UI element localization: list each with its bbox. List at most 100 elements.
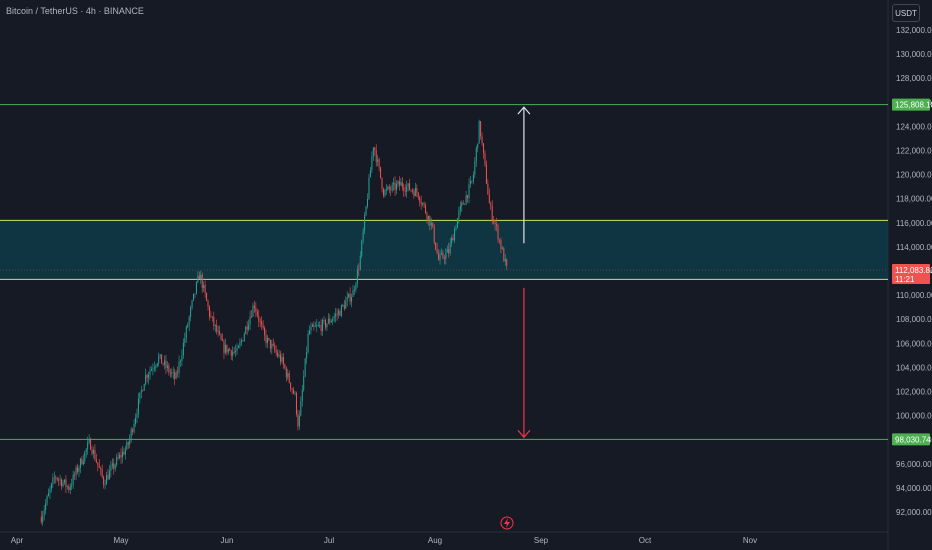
candle-body: [42, 515, 44, 523]
candle-body: [439, 254, 441, 260]
candle-body: [319, 325, 321, 326]
candle-body: [356, 269, 358, 284]
countdown-label: 11:21: [895, 275, 915, 284]
candle-body: [220, 334, 222, 340]
candle-body: [326, 323, 328, 328]
candle-body: [316, 325, 318, 327]
candle-body: [485, 164, 487, 184]
candle-body: [380, 166, 382, 178]
candle-body: [419, 197, 421, 202]
candle-body: [280, 354, 282, 362]
candle-body: [178, 361, 180, 373]
candle-body: [378, 159, 380, 167]
candle-body: [171, 372, 173, 374]
candle-body: [182, 342, 184, 356]
candle-body: [198, 275, 200, 279]
candle-body: [85, 448, 87, 452]
candle-body: [249, 316, 251, 325]
candle-body: [120, 454, 122, 458]
candle-body: [285, 368, 287, 378]
price-axis-label: 100,000.00: [896, 412, 932, 421]
candle-body: [184, 338, 186, 343]
candle-body: [269, 339, 271, 349]
candle-body: [265, 335, 267, 344]
candle-body: [496, 224, 498, 226]
candle-body: [161, 354, 163, 364]
range-zone: [0, 220, 888, 280]
candle-body: [169, 372, 171, 374]
candle-body: [168, 365, 170, 373]
candle-body: [217, 331, 219, 333]
candle-body: [237, 345, 239, 348]
candle-body: [50, 483, 52, 490]
candle-body: [103, 476, 105, 485]
arrow-up-head: [517, 106, 531, 115]
candle-body: [456, 218, 458, 229]
candle-body: [468, 184, 470, 198]
candle-body: [207, 300, 209, 307]
price-axis-label: 116,000.00: [896, 219, 932, 228]
candle-body: [106, 475, 108, 485]
candle-body: [451, 237, 453, 244]
candle-body: [403, 187, 405, 191]
candle-body: [314, 326, 316, 328]
candle-body: [490, 203, 492, 207]
candle-body: [384, 190, 386, 196]
candle-body: [339, 311, 341, 316]
candle-body: [294, 392, 296, 394]
candle-body: [146, 374, 148, 378]
price-axis-label: 102,000.00: [896, 388, 932, 397]
candle-body: [353, 289, 355, 291]
candle-body: [208, 306, 210, 317]
candle-body: [172, 372, 174, 373]
candle-body: [500, 240, 502, 250]
candle-body: [100, 467, 102, 470]
price-axis-label: 92,000.00: [896, 508, 932, 517]
candle-body: [264, 327, 266, 336]
candle-body: [274, 345, 276, 351]
candle-body: [420, 201, 422, 204]
candle-body: [300, 400, 302, 416]
time-axis-label: Nov: [743, 536, 757, 545]
candle-body: [313, 324, 315, 327]
candle-body: [66, 486, 68, 488]
candle-body: [480, 121, 482, 137]
candle-body: [246, 326, 248, 330]
candle-body: [137, 398, 139, 414]
candle-body: [288, 373, 290, 383]
candle-body: [271, 343, 273, 349]
candle-body: [239, 342, 241, 346]
candle-body: [355, 283, 357, 290]
candle-body: [84, 451, 86, 461]
candle-body: [90, 439, 92, 450]
candle-body: [369, 170, 371, 178]
currency-button[interactable]: USDT: [892, 4, 920, 22]
candle-body: [155, 365, 157, 368]
candle-body: [306, 352, 308, 359]
candle-body: [501, 248, 503, 250]
candles: [40, 119, 508, 526]
candle-body: [425, 205, 427, 213]
candle-body: [449, 243, 451, 254]
candle-body: [153, 367, 155, 369]
candle-body: [165, 360, 167, 368]
candle-body: [307, 333, 309, 353]
candle-body: [53, 477, 55, 479]
candle-body: [464, 204, 466, 205]
candle-body: [364, 215, 366, 231]
candle-body: [94, 450, 96, 460]
candle-body: [240, 340, 242, 343]
candle-body: [222, 339, 224, 341]
candle-body: [455, 228, 457, 230]
candle-body: [149, 370, 151, 375]
candle-body: [427, 215, 429, 220]
candle-body: [162, 363, 164, 365]
candle-body: [92, 450, 94, 454]
candle-body: [411, 190, 413, 192]
candle-body: [229, 349, 231, 351]
candle-body: [365, 206, 367, 216]
candle-body: [245, 326, 247, 334]
lightning-icon[interactable]: [500, 516, 514, 530]
candle-body: [284, 364, 286, 369]
